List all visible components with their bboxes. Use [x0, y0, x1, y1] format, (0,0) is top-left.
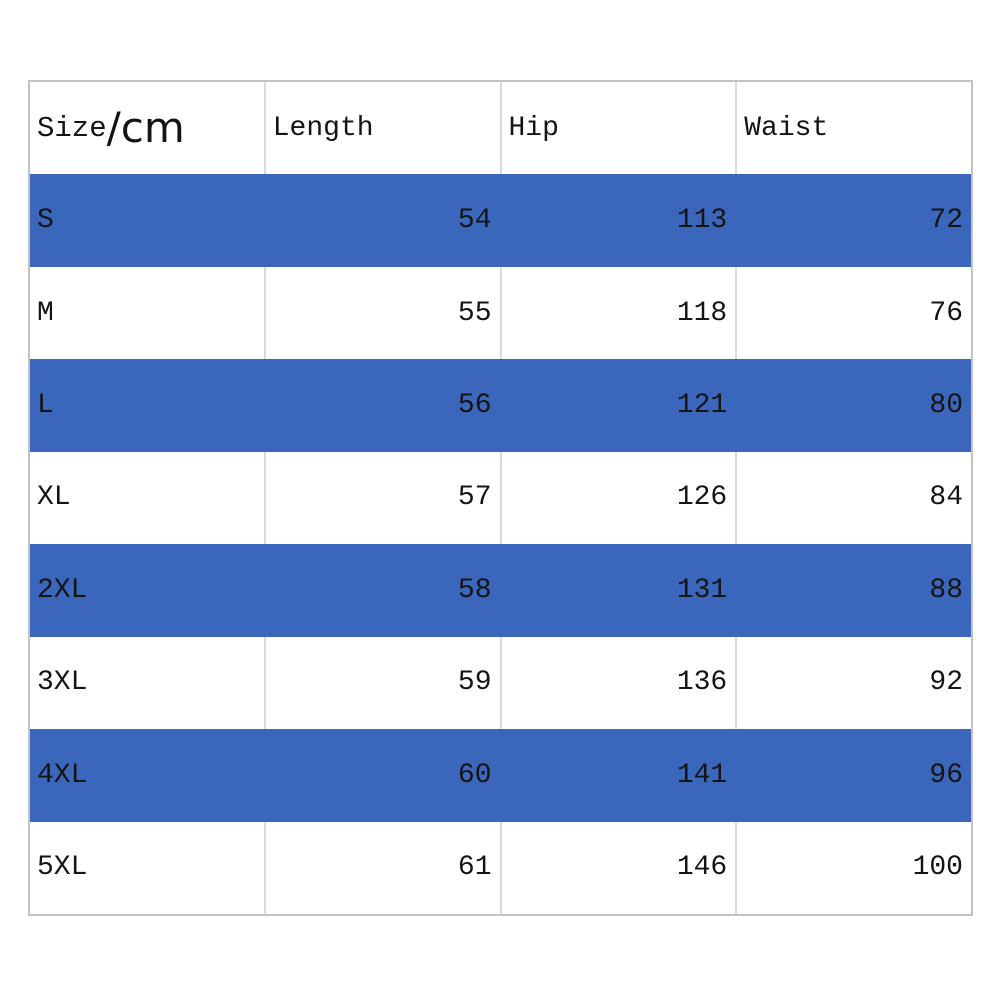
table-row-s: S 54 113 72: [30, 174, 971, 267]
length-cell: 56: [457, 390, 492, 422]
hip-cell: 136: [499, 636, 736, 730]
waist-cell: 84: [735, 451, 971, 545]
size-cell: 2XL: [37, 574, 88, 606]
hip-cell: 141: [676, 759, 728, 791]
table-header-row: Size/cm Length Hip Waist: [30, 82, 971, 175]
size-header-label: Size: [37, 111, 107, 145]
table-row-l: L 56 121 80: [30, 359, 971, 452]
size-cell: 5XL: [37, 852, 88, 884]
table-row-xl: XL 57 126 84: [30, 451, 971, 545]
size-chart-table: Size/cm Length Hip Waist S 54 113 72 M 5…: [28, 80, 973, 916]
column-header-length: Length: [263, 82, 500, 175]
waist-cell: 100: [735, 821, 971, 914]
size-cell: M: [37, 297, 54, 329]
table-row-5xl: 5XL 61 146 100: [30, 821, 971, 914]
column-header-waist: Waist: [735, 82, 971, 175]
column-header-size-cm: Size/cm: [30, 82, 264, 174]
table-row-3xl: 3XL 59 136 92: [30, 636, 971, 730]
waist-cell: 96: [929, 759, 963, 791]
hip-cell: 113: [676, 205, 728, 237]
size-cell: S: [37, 205, 54, 237]
table-row-2xl: 2XL 58 131 88: [30, 544, 971, 637]
length-cell: 58: [457, 574, 492, 606]
length-cell: 54: [457, 205, 492, 237]
waist-cell: 92: [735, 636, 971, 730]
waist-cell: 76: [735, 266, 971, 360]
length-cell: 60: [457, 759, 492, 791]
length-cell: 55: [263, 266, 500, 360]
hip-cell: 131: [676, 574, 728, 606]
length-cell: 59: [263, 636, 500, 730]
size-cell: XL: [37, 482, 71, 514]
table-row-m: M 55 118 76: [30, 266, 971, 360]
waist-cell: 72: [929, 205, 963, 237]
table-row-4xl: 4XL 60 141 96: [30, 729, 971, 822]
hip-cell: 121: [676, 390, 728, 422]
size-cell: 4XL: [37, 759, 88, 791]
hip-cell: 126: [499, 451, 736, 545]
column-header-hip: Hip: [499, 82, 736, 175]
cm-unit-label: /cm: [106, 103, 185, 153]
waist-cell: 88: [929, 574, 963, 606]
hip-cell: 118: [499, 266, 736, 360]
hip-cell: 146: [499, 821, 736, 914]
waist-cell: 80: [929, 390, 963, 422]
size-cell: 3XL: [37, 667, 88, 699]
length-cell: 61: [263, 821, 500, 914]
size-cell: L: [37, 390, 54, 422]
length-cell: 57: [263, 451, 500, 545]
